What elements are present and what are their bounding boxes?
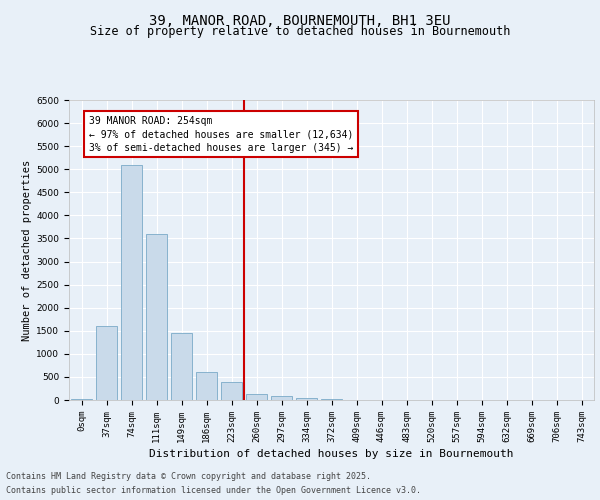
X-axis label: Distribution of detached houses by size in Bournemouth: Distribution of detached houses by size … xyxy=(149,449,514,459)
Text: 39 MANOR ROAD: 254sqm
← 97% of detached houses are smaller (12,634)
3% of semi-d: 39 MANOR ROAD: 254sqm ← 97% of detached … xyxy=(89,116,353,152)
Bar xyxy=(146,234,167,400)
Bar xyxy=(296,398,317,400)
Text: Size of property relative to detached houses in Bournemouth: Size of property relative to detached ho… xyxy=(90,25,510,38)
Bar xyxy=(246,394,267,400)
Bar xyxy=(71,399,92,400)
Text: 39, MANOR ROAD, BOURNEMOUTH, BH1 3EU: 39, MANOR ROAD, BOURNEMOUTH, BH1 3EU xyxy=(149,14,451,28)
Text: Contains public sector information licensed under the Open Government Licence v3: Contains public sector information licen… xyxy=(6,486,421,495)
Text: Contains HM Land Registry data © Crown copyright and database right 2025.: Contains HM Land Registry data © Crown c… xyxy=(6,472,371,481)
Bar xyxy=(96,326,117,400)
Bar xyxy=(171,333,192,400)
Bar xyxy=(271,396,292,400)
Bar xyxy=(121,164,142,400)
Y-axis label: Number of detached properties: Number of detached properties xyxy=(22,160,32,340)
Bar xyxy=(221,382,242,400)
Bar xyxy=(196,372,217,400)
